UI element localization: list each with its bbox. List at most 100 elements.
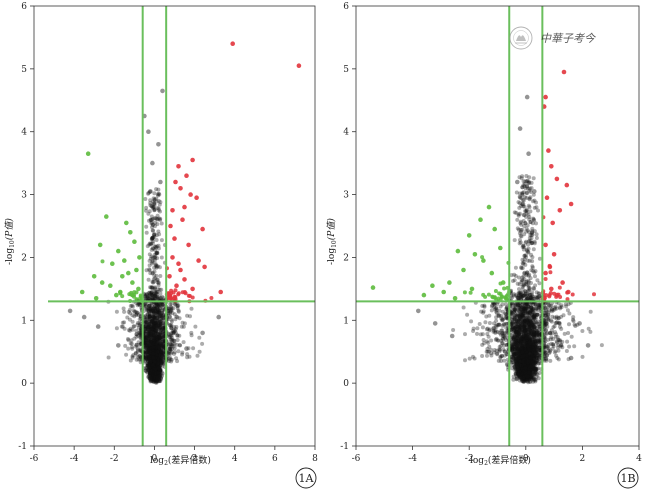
gene-point [149, 364, 154, 369]
gene-point [526, 180, 531, 185]
gene-point-up [190, 286, 195, 292]
gene-point [152, 343, 157, 348]
gene-point-up [543, 242, 548, 248]
gene-point [149, 339, 154, 344]
gene-point [525, 258, 530, 263]
gene-point [146, 308, 151, 313]
gene-point [151, 379, 156, 384]
gene-point [151, 347, 156, 352]
gene-point [134, 334, 139, 339]
gene-point [153, 322, 158, 327]
gene-point [150, 293, 155, 298]
gene-point [522, 260, 526, 265]
gene-point [158, 358, 163, 363]
gene-point [156, 358, 161, 363]
gene-point [153, 359, 158, 364]
gene-point [145, 343, 150, 348]
gene-point [564, 349, 569, 353]
gene-point [157, 366, 162, 371]
gene-point [152, 371, 157, 376]
gene-point-up [549, 286, 554, 292]
gene-point [157, 297, 162, 302]
gene-point [518, 290, 523, 295]
gene-point [537, 348, 542, 353]
gene-point [127, 328, 132, 333]
gene-point [152, 372, 157, 377]
gene-point [152, 367, 157, 372]
gene-point [148, 371, 152, 376]
gene-point [153, 361, 157, 366]
gene-point [170, 329, 175, 333]
gene-point [142, 345, 147, 350]
gene-point [154, 353, 159, 358]
gene-point [151, 368, 156, 373]
x-tick-label: -4 [408, 454, 417, 464]
gene-point [156, 281, 161, 286]
gene-point [158, 372, 163, 377]
gene-point [138, 336, 143, 341]
gene-point [154, 356, 159, 361]
gene-point-down [478, 217, 483, 222]
gene-point [169, 307, 174, 312]
gene-point [155, 349, 160, 354]
gene-point [504, 306, 509, 311]
gene-point [151, 326, 156, 330]
gene-point [152, 347, 157, 352]
gene-point [153, 360, 158, 365]
gene-point [153, 363, 158, 368]
gene-point [144, 336, 149, 341]
gene-point [149, 371, 154, 376]
gene-point [534, 294, 539, 299]
gene-point [170, 338, 175, 342]
gene-point [148, 352, 153, 357]
gene-point [151, 359, 156, 364]
gene-point [151, 362, 155, 367]
gene-point [151, 373, 156, 378]
gene-point [156, 354, 161, 358]
gene-point [516, 320, 520, 325]
gene-point [159, 357, 164, 362]
gene-point [159, 337, 164, 342]
gene-point-up [168, 223, 173, 229]
gene-point-ns [150, 160, 155, 166]
gene-point [160, 314, 165, 319]
gene-point [146, 363, 151, 368]
gene-point [160, 302, 165, 307]
gene-point [144, 356, 149, 361]
gene-point [159, 344, 164, 349]
gene-point [158, 363, 163, 368]
gene-point [496, 322, 501, 327]
gene-point [159, 345, 164, 349]
gene-point [146, 190, 151, 195]
gene-point [168, 337, 173, 342]
gene-point [154, 265, 159, 270]
gene-point [154, 295, 159, 300]
gene-point [151, 350, 155, 355]
gene-point [149, 346, 154, 350]
gene-point [171, 330, 176, 335]
gene-point [172, 346, 177, 351]
gene-point [148, 371, 153, 376]
gene-point [144, 302, 149, 307]
gene-point [152, 318, 157, 323]
gene-point [471, 329, 476, 333]
gene-point [520, 266, 525, 271]
gene-point [560, 339, 565, 344]
gene-point [556, 343, 561, 347]
gene-point [152, 324, 156, 329]
gene-point [145, 358, 150, 363]
gene-point [134, 328, 139, 333]
gene-point [152, 354, 157, 359]
gene-point [153, 373, 158, 378]
gene-point [143, 368, 148, 373]
gene-point [153, 306, 158, 311]
y-tick-label: 1 [343, 316, 349, 326]
x-tick-label: 4 [636, 454, 642, 464]
gene-point [147, 330, 152, 335]
gene-point [154, 372, 159, 377]
panel-1b-y-axis-title-rest: (P值) [326, 218, 337, 241]
gene-point [150, 286, 155, 291]
gene-point [155, 372, 160, 377]
gene-point [153, 296, 157, 301]
